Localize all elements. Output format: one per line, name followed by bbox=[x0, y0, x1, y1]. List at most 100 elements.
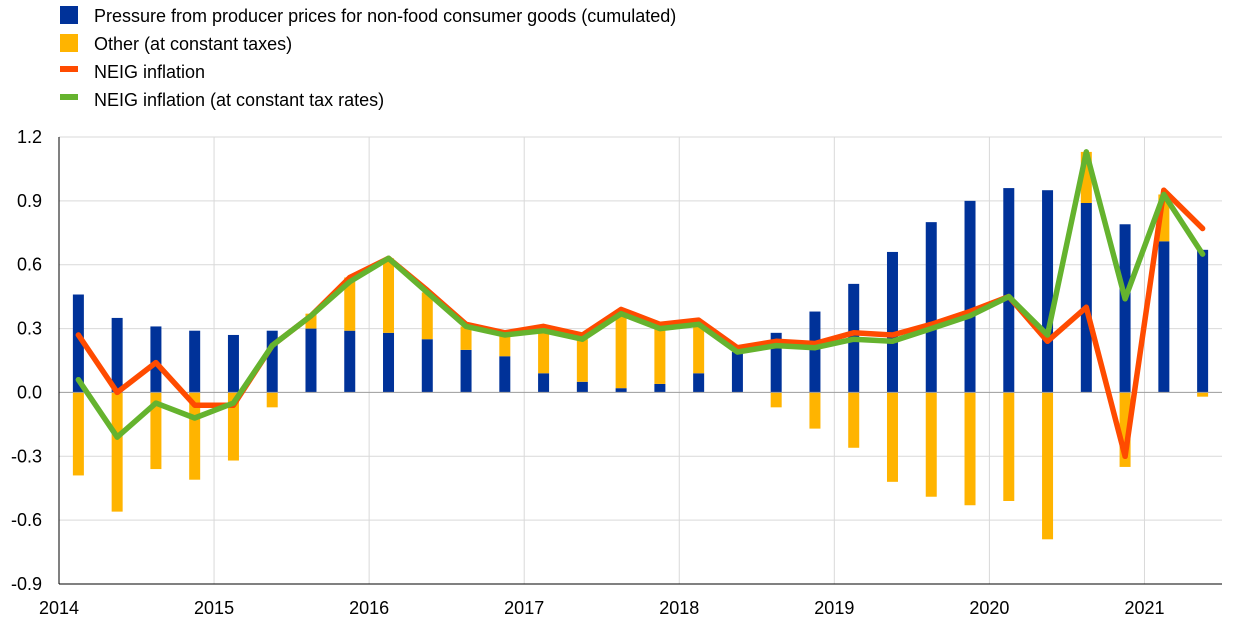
y-tick-label: 1.2 bbox=[17, 127, 42, 147]
y-tick-label: 0.3 bbox=[17, 319, 42, 339]
point-neig-constant-tax bbox=[424, 289, 430, 295]
y-tick-label: 0.9 bbox=[17, 191, 42, 211]
point-neig-constant-tax bbox=[540, 328, 547, 334]
legend-swatch-producer-prices bbox=[60, 6, 78, 24]
bar-other bbox=[1119, 392, 1131, 467]
point-neig-constant-tax bbox=[347, 279, 353, 285]
y-tick-label: -0.3 bbox=[11, 446, 42, 466]
legend-label-neig-inflation: NEIG inflation bbox=[94, 62, 205, 82]
bar-producer-prices bbox=[111, 317, 123, 393]
bar-other bbox=[964, 392, 976, 506]
bar-other bbox=[189, 392, 201, 480]
point-neig-constant-tax bbox=[1200, 251, 1206, 257]
y-tick-label: -0.6 bbox=[11, 510, 42, 530]
bar-producer-prices bbox=[266, 330, 278, 393]
bar-other bbox=[421, 292, 433, 340]
x-tick-label: 2015 bbox=[194, 598, 234, 618]
point-neig-constant-tax bbox=[1161, 191, 1167, 198]
bar-producer-prices bbox=[615, 388, 627, 393]
legend-label-neig-constant-tax: NEIG inflation (at constant tax rates) bbox=[94, 90, 384, 110]
legend-swatch-other bbox=[60, 34, 78, 52]
bar-other bbox=[150, 392, 162, 470]
point-neig-constant-tax bbox=[385, 255, 392, 261]
bar-producer-prices bbox=[189, 330, 201, 393]
point-neig-constant-tax bbox=[75, 377, 81, 383]
point-neig-constant-tax bbox=[618, 311, 624, 317]
point-neig-constant-tax bbox=[192, 415, 198, 421]
point-neig-inflation bbox=[1161, 187, 1167, 193]
point-neig-constant-tax bbox=[773, 343, 779, 349]
point-neig-constant-tax bbox=[734, 349, 741, 355]
bar-producer-prices bbox=[499, 356, 511, 393]
point-neig-inflation bbox=[696, 317, 702, 323]
bar-other bbox=[576, 339, 588, 382]
point-neig-inflation bbox=[618, 306, 624, 313]
x-tick-label: 2020 bbox=[969, 598, 1009, 618]
bar-other bbox=[227, 392, 239, 461]
bar-producer-prices bbox=[576, 381, 588, 393]
bar-producer-prices bbox=[654, 383, 666, 393]
x-axis: 2014 2015 2016 2017 2018 2019 2020 2021 bbox=[39, 583, 1222, 618]
bar-producer-prices bbox=[925, 222, 937, 393]
bar-other bbox=[848, 392, 860, 448]
x-tick-label: 2021 bbox=[1124, 598, 1164, 618]
bar-other bbox=[538, 326, 550, 374]
y-tick-label: -0.9 bbox=[11, 574, 42, 594]
bar-other bbox=[1158, 194, 1170, 242]
bar-other bbox=[266, 392, 278, 408]
point-neig-inflation bbox=[192, 402, 198, 408]
point-neig-constant-tax bbox=[269, 343, 275, 349]
y-tick-label: 0.6 bbox=[17, 255, 42, 275]
bar-other bbox=[305, 313, 317, 329]
point-neig-constant-tax bbox=[696, 321, 702, 327]
x-tick-label: 2014 bbox=[39, 598, 79, 618]
y-axis: 1.2 0.9 0.6 0.3 0.0 -0.3 -0.6 -0.9 bbox=[11, 127, 60, 594]
bar-producer-prices bbox=[344, 330, 356, 393]
point-neig-constant-tax bbox=[812, 345, 818, 351]
point-neig-constant-tax bbox=[463, 323, 469, 330]
y-tick-label: 0.0 bbox=[17, 382, 42, 402]
point-neig-inflation bbox=[540, 323, 547, 330]
legend-swatch-neig-constant-tax bbox=[60, 94, 78, 100]
bar-producer-prices bbox=[72, 294, 84, 393]
bar-producer-prices bbox=[1119, 224, 1131, 393]
bars-layer bbox=[72, 151, 1209, 540]
legend-swatch-neig-inflation bbox=[60, 66, 78, 72]
point-neig-constant-tax bbox=[889, 338, 896, 344]
point-neig-constant-tax bbox=[308, 313, 314, 319]
bar-other bbox=[1003, 392, 1015, 501]
bar-producer-prices bbox=[460, 349, 472, 393]
bar-other bbox=[925, 392, 937, 497]
point-neig-constant-tax bbox=[1006, 294, 1012, 300]
legend-label-producer-prices: Pressure from producer prices for non-fo… bbox=[94, 6, 676, 26]
point-neig-inflation bbox=[1200, 225, 1206, 232]
bar-producer-prices bbox=[227, 334, 239, 393]
x-tick-label: 2016 bbox=[349, 598, 389, 618]
bar-producer-prices bbox=[421, 339, 433, 393]
point-neig-constant-tax bbox=[579, 336, 585, 342]
bar-other bbox=[383, 258, 395, 333]
bar-other bbox=[809, 392, 821, 429]
bar-other bbox=[72, 392, 84, 476]
bar-producer-prices bbox=[886, 251, 898, 393]
point-neig-inflation bbox=[1083, 304, 1089, 310]
point-neig-inflation bbox=[851, 330, 857, 336]
bar-other bbox=[111, 392, 123, 512]
x-tick-label: 2018 bbox=[659, 598, 699, 618]
point-neig-constant-tax bbox=[928, 325, 934, 332]
bar-producer-prices bbox=[1158, 241, 1170, 393]
bar-producer-prices bbox=[693, 373, 705, 393]
legend: Pressure from producer prices for non-fo… bbox=[60, 6, 676, 110]
point-neig-inflation bbox=[75, 332, 81, 338]
bar-other bbox=[654, 328, 666, 384]
bar-producer-prices bbox=[1003, 188, 1015, 393]
bar-producer-prices bbox=[1197, 249, 1209, 393]
bar-producer-prices bbox=[305, 328, 317, 393]
x-tick-label: 2017 bbox=[504, 598, 544, 618]
point-neig-inflation bbox=[889, 332, 896, 338]
bar-producer-prices bbox=[383, 332, 395, 393]
bar-other bbox=[770, 392, 782, 408]
bar-producer-prices bbox=[809, 311, 821, 393]
x-tick-label: 2019 bbox=[814, 598, 854, 618]
